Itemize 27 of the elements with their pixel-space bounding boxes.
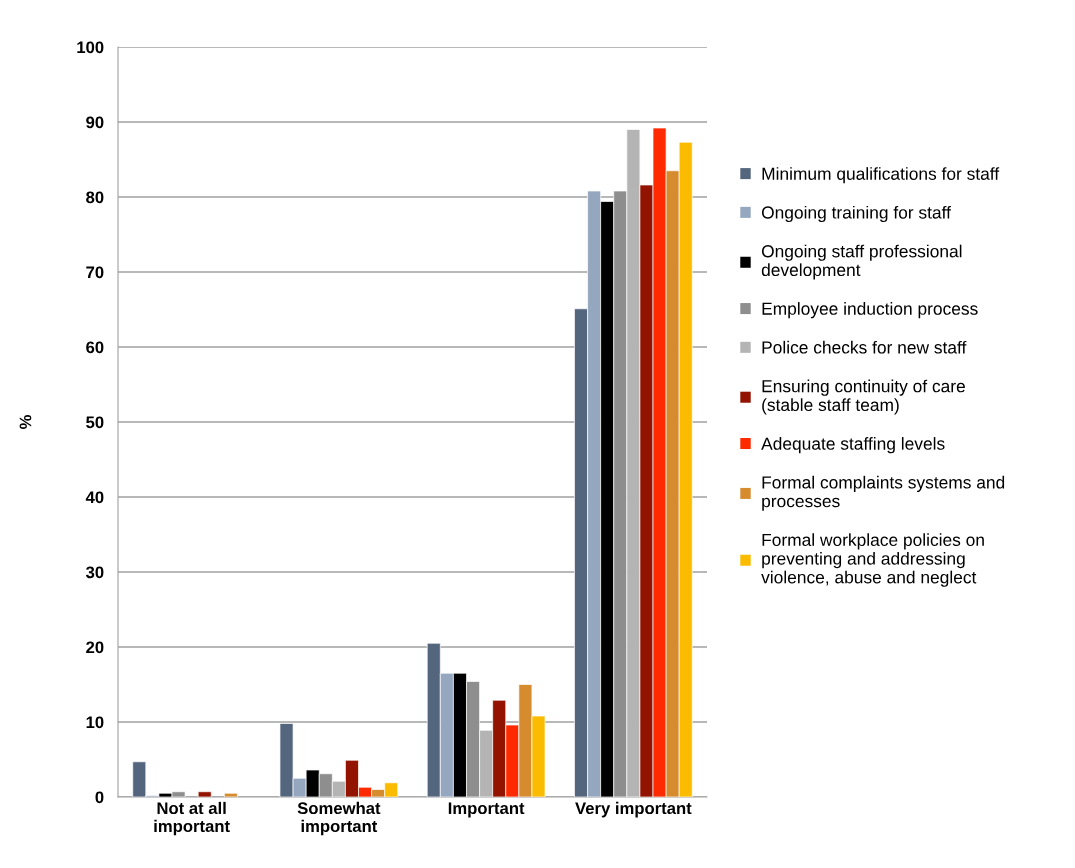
legend-label: Police checks for new staff	[762, 340, 967, 354]
y-tick-label: 0	[95, 791, 104, 804]
x-tick-label: Very important	[575, 801, 692, 818]
y-tick-label: 10	[86, 716, 104, 729]
y-tick-label: 20	[86, 641, 104, 654]
bar	[224, 792, 238, 797]
legend-label: Minimum qualifications for staff	[762, 167, 1000, 184]
y-tick-label: 70	[86, 266, 104, 279]
legend-label: Formal workplace policies on preventing and addressing violence, abuse and neglect	[761, 533, 984, 587]
legend-label: Ongoing staff professional development	[761, 244, 962, 280]
legend-label: Ensuring continuity of care (stable staff team)	[762, 379, 965, 415]
x-tick-label: Not at all important	[154, 801, 230, 836]
y-tick-label: 80	[86, 191, 104, 204]
legend-label: Adequate staffing levels	[761, 437, 945, 454]
bar	[197, 791, 212, 797]
y-axis-title: %	[19, 415, 32, 429]
y-tick-label: 40	[85, 491, 104, 504]
x-tick-label: Important	[448, 802, 525, 818]
y-tick-label: 90	[86, 116, 104, 129]
legend-label: Formal complaints systems and processes	[762, 475, 1005, 511]
y-tick-label: 50	[86, 416, 104, 429]
y-tick-label: 60	[86, 341, 104, 354]
x-tick-label: Somewhat important	[297, 801, 381, 836]
legend-label: Employee induction process	[762, 302, 978, 319]
legend-label: Ongoing training for staff	[761, 205, 951, 223]
y-tick-label: 100	[77, 41, 104, 54]
y-tick-label: 30	[85, 566, 104, 579]
